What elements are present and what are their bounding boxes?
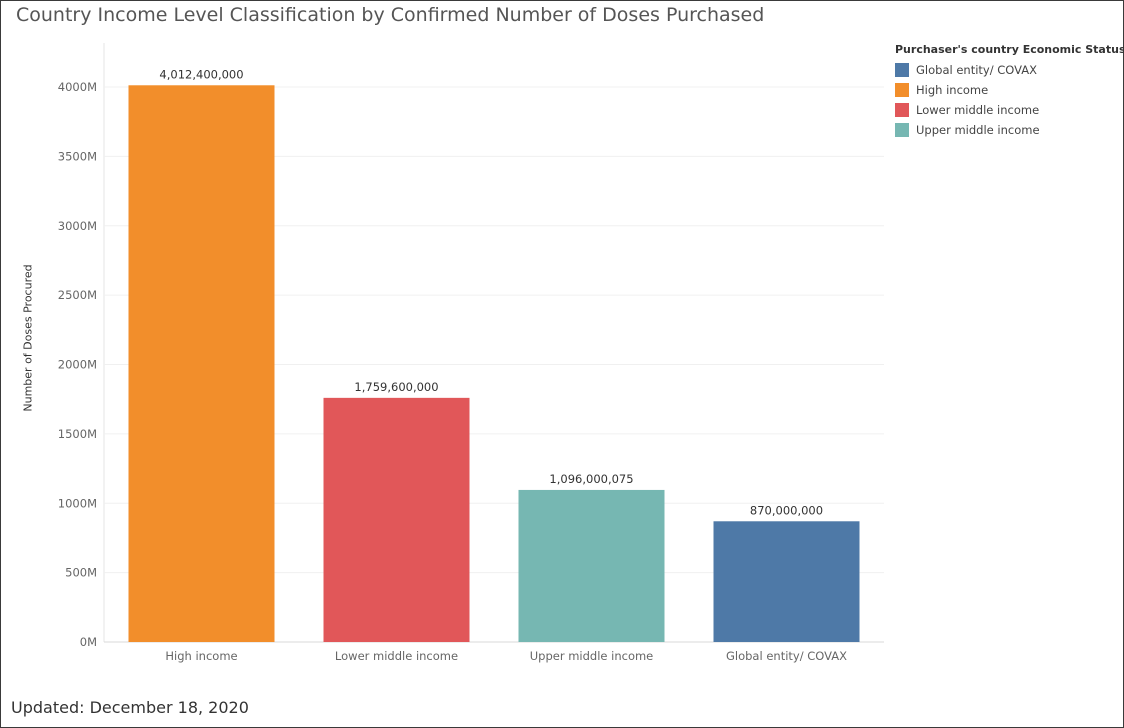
legend-label: Global entity/ COVAX — [916, 63, 1038, 77]
legend-item-upper-middle-income[interactable]: Upper middle income — [895, 120, 1124, 140]
footnote: Updated: December 18, 2020 — [11, 698, 249, 717]
data-label: 870,000,000 — [750, 503, 823, 517]
y-tick-label: 2500M — [58, 288, 97, 302]
legend-item-global-entity-covax[interactable]: Global entity/ COVAX — [895, 60, 1124, 80]
y-tick-label: 1000M — [58, 496, 97, 510]
bar — [128, 85, 275, 643]
legend: Purchaser's country Economic Status Glob… — [895, 43, 1124, 140]
y-tick-label: 4000M — [58, 80, 97, 94]
legend-swatch — [895, 63, 909, 77]
y-tick-label: 1500M — [58, 427, 97, 441]
data-label: 1,759,600,000 — [354, 380, 438, 394]
data-label: 4,012,400,000 — [159, 67, 243, 81]
x-tick-label: Lower middle income — [335, 649, 458, 663]
x-tick-label: Global entity/ COVAX — [726, 649, 847, 663]
legend-item-high-income[interactable]: High income — [895, 80, 1124, 100]
legend-item-lower-middle-income[interactable]: Lower middle income — [895, 100, 1124, 120]
legend-swatch — [895, 83, 909, 97]
legend-label: Lower middle income — [916, 103, 1040, 117]
bar — [518, 489, 665, 642]
data-label: 1,096,000,075 — [549, 472, 633, 486]
bar — [323, 397, 470, 642]
legend-swatch — [895, 103, 909, 117]
bar — [713, 521, 860, 642]
legend-label: High income — [916, 83, 989, 97]
y-tick-label: 500M — [65, 566, 97, 580]
legend-title: Purchaser's country Economic Status — [895, 43, 1124, 56]
x-tick-label: Upper middle income — [530, 649, 654, 663]
legend-swatch — [895, 123, 909, 137]
y-tick-label: 3000M — [58, 219, 97, 233]
x-tick-label: High income — [165, 649, 237, 663]
y-tick-label: 0M — [80, 635, 97, 649]
chart-title: Country Income Level Classification by C… — [16, 4, 765, 26]
legend-label: Upper middle income — [916, 123, 1040, 137]
y-tick-label: 3500M — [58, 149, 97, 163]
y-tick-label: 2000M — [58, 358, 97, 372]
